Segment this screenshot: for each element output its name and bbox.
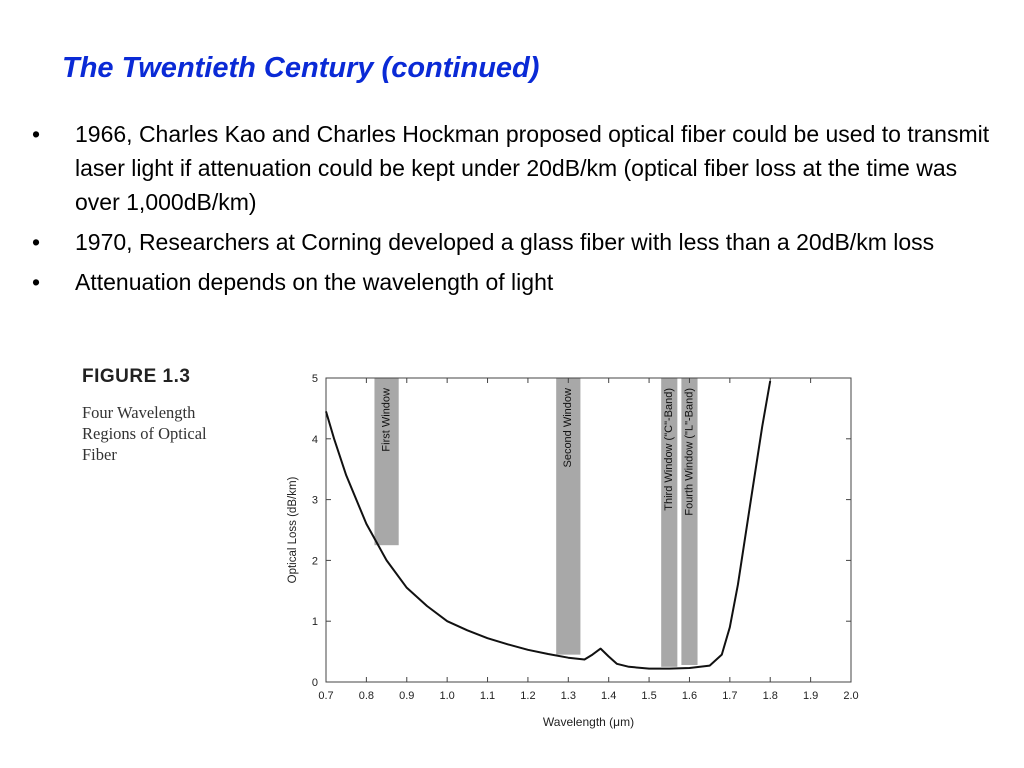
bullet-symbol: • xyxy=(32,269,41,295)
window-band-label: Third Window ("C"-Band) xyxy=(663,388,675,511)
bullet-list: • 1966, Charles Kao and Charles Hockman … xyxy=(30,117,990,305)
y-tick-label: 0 xyxy=(312,677,318,689)
y-tick-label: 2 xyxy=(312,555,318,567)
bullet-item: • 1970, Researchers at Corning developed… xyxy=(30,225,990,259)
loss-curve xyxy=(325,380,772,670)
x-tick-label: 1.4 xyxy=(601,690,616,702)
bullet-text: Attenuation depends on the wavelength of… xyxy=(75,269,554,295)
y-axis-label: Optical Loss (dB/km) xyxy=(287,476,299,583)
x-tick-label: 0.9 xyxy=(399,690,414,702)
x-tick-label: 0.7 xyxy=(318,690,333,702)
window-band-label: First Window xyxy=(380,388,392,452)
bullet-symbol: • xyxy=(32,229,41,255)
x-tick-label: 1.5 xyxy=(641,690,656,702)
figure-caption: Four Wavelength Regions of Optical Fiber xyxy=(82,403,207,464)
x-tick-label: 1.1 xyxy=(480,690,495,702)
x-tick-label: 1.7 xyxy=(722,690,737,702)
window-band xyxy=(556,378,581,655)
slide-title: The Twentieth Century (continued) xyxy=(62,52,540,84)
figure-block: FIGURE 1.3 Four Wavelength Regions of Op… xyxy=(82,366,262,465)
bullet-item: • Attenuation depends on the wavelength … xyxy=(30,265,990,299)
window-band xyxy=(681,378,698,665)
window-band xyxy=(661,378,678,667)
x-tick-label: 1.2 xyxy=(520,690,535,702)
window-band-label: Fourth Window ("L"-Band) xyxy=(683,388,695,516)
x-tick-label: 0.8 xyxy=(359,690,374,702)
window-band-label: Second Window xyxy=(562,388,574,468)
x-tick-label: 1.3 xyxy=(561,690,576,702)
x-tick-label: 1.6 xyxy=(682,690,697,702)
bullet-text: 1970, Researchers at Corning developed a… xyxy=(75,229,935,255)
x-axis-label: Wavelength (μm) xyxy=(543,715,634,729)
x-tick-label: 1.0 xyxy=(440,690,455,702)
bullet-item: • 1966, Charles Kao and Charles Hockman … xyxy=(30,117,990,219)
y-tick-label: 1 xyxy=(312,616,318,628)
bullet-symbol: • xyxy=(32,121,41,147)
x-tick-label: 2.0 xyxy=(843,690,858,702)
y-tick-label: 4 xyxy=(312,434,318,446)
y-tick-label: 5 xyxy=(312,373,318,385)
x-tick-label: 1.9 xyxy=(803,690,818,702)
window-band xyxy=(374,378,399,546)
y-tick-label: 3 xyxy=(312,495,318,507)
bullet-text: 1966, Charles Kao and Charles Hockman pr… xyxy=(75,121,990,215)
figure-label: FIGURE 1.3 xyxy=(82,366,191,387)
plot-frame xyxy=(325,377,852,683)
x-tick-label: 1.8 xyxy=(763,690,778,702)
